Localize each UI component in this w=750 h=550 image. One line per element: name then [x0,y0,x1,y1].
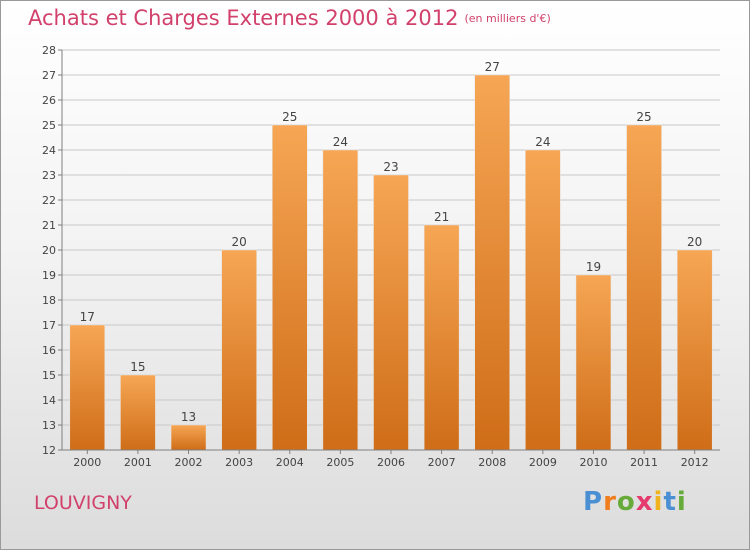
data-label-2000: 17 [80,310,95,324]
x-tick-label-2010: 2010 [579,456,607,469]
y-tick-label: 12 [42,444,56,457]
bar-2000 [69,324,106,451]
bar-2011 [626,124,662,451]
x-tick-label-2008: 2008 [478,456,506,469]
data-label-2008: 27 [485,60,500,74]
data-label-2010: 19 [586,260,601,274]
logo-letter: t [663,487,677,517]
chart-title: Achats et Charges Externes 2000 à 2012 (e… [28,6,551,30]
y-tick-label: 19 [42,269,56,282]
x-tick-label-2011: 2011 [630,456,658,469]
data-label-2002: 13 [181,410,196,424]
data-label-2004: 25 [282,110,297,124]
y-tick-label: 20 [42,244,56,257]
bar-2007 [423,224,460,451]
x-tick-label-2001: 2001 [124,456,152,469]
town-name: LOUVIGNY [34,492,132,514]
x-tick-label-2000: 2000 [73,456,101,469]
bar-2012 [676,249,713,451]
bar-2010 [575,274,612,451]
bar-2002 [170,424,207,451]
x-tick-label-2004: 2004 [276,456,304,469]
y-tick-label: 14 [42,394,56,407]
logo-letter: i [676,487,687,517]
data-label-2003: 20 [232,235,247,249]
proxiti-logo[interactable]: Proxiti [583,487,687,517]
y-tick-label: 16 [42,344,56,357]
bar-2003 [221,249,257,451]
logo-letter: r [603,487,617,517]
logo-letter: x [635,487,654,517]
x-tick-label-2002: 2002 [175,456,203,469]
data-label-2005: 24 [333,135,348,149]
x-tick-label-2005: 2005 [326,456,354,469]
bar-2005 [322,149,359,451]
data-label-2009: 24 [535,135,550,149]
y-tick-label: 18 [42,294,56,307]
y-tick-label: 23 [42,169,56,182]
data-label-2006: 23 [383,160,398,174]
x-tick-label-2003: 2003 [225,456,253,469]
logo-letter: P [583,487,604,517]
bar-2004 [272,124,308,451]
bar-2008 [474,74,510,451]
y-tick-label: 22 [42,194,56,207]
y-tick-label: 28 [42,44,56,57]
x-tick-label-2012: 2012 [681,456,709,469]
chart-title-text: Achats et Charges Externes 2000 à 2012 [28,6,459,30]
y-tick-label: 26 [42,94,56,107]
y-tick-label: 21 [42,219,56,232]
y-tick-label: 24 [42,144,56,157]
bars: 17 15 13 20 25 24 23 21 27 24 19 25 20 [69,60,713,451]
logo-letter: i [653,487,664,517]
bar-2001 [120,374,156,451]
axes: 12 13 14 15 16 17 18 19 20 21 22 23 24 25 26 27 28 2000 20… [42,44,720,469]
logo-letter: o [616,487,636,517]
y-tick-label: 13 [42,419,56,432]
data-label-2001: 15 [130,360,145,374]
x-tick-label-2006: 2006 [377,456,405,469]
x-tick-label-2007: 2007 [428,456,456,469]
y-tick-label: 15 [42,369,56,382]
data-label-2011: 25 [636,110,651,124]
data-label-2012: 20 [687,235,702,249]
y-tick-label: 17 [42,319,56,332]
bar-2006 [373,174,409,451]
data-label-2007: 21 [434,210,449,224]
y-tick-label: 25 [42,119,56,132]
bar-2009 [525,149,561,451]
x-tick-label-2009: 2009 [529,456,557,469]
y-tick-label: 27 [42,69,56,82]
chart-subtitle: (en milliers d'€) [464,12,551,25]
